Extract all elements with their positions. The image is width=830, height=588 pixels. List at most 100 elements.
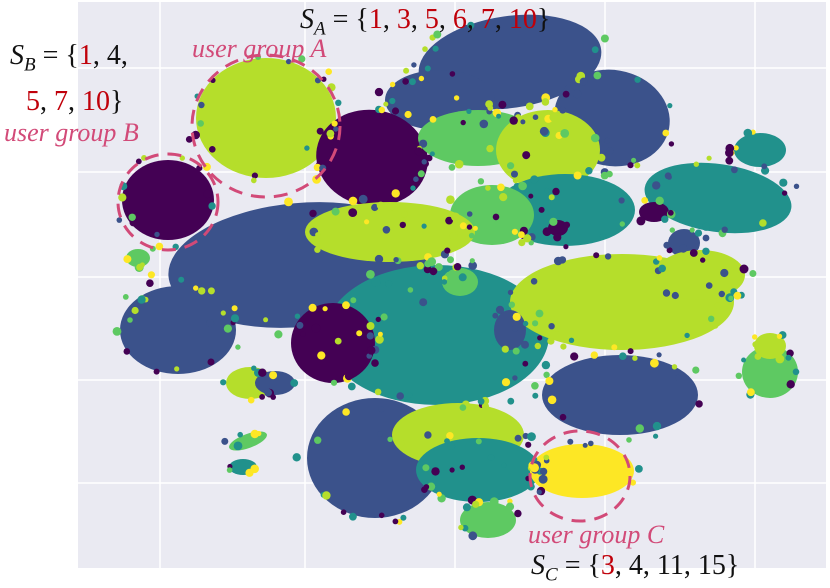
scatter-point — [325, 68, 333, 75]
scatter-point — [521, 340, 529, 349]
scatter-point — [453, 263, 462, 271]
scatter-point — [300, 331, 306, 337]
scatter-point — [700, 257, 706, 263]
scatter-point — [294, 313, 301, 319]
scatter-point — [522, 320, 529, 327]
scatter-point — [572, 89, 582, 99]
scatter-point — [582, 442, 588, 448]
scatter-point — [735, 372, 742, 379]
scatter-point — [619, 352, 627, 361]
point-cluster — [305, 202, 475, 262]
scatter-point — [785, 354, 792, 361]
scatter-point — [541, 98, 550, 106]
scatter-point — [634, 76, 641, 83]
scatter-point — [174, 366, 180, 372]
point-cluster — [460, 502, 516, 538]
scatter-point — [671, 291, 679, 300]
scatter-point — [123, 255, 132, 264]
scatter-point — [407, 287, 414, 293]
scatter-point — [466, 211, 473, 217]
scatter-point — [429, 116, 437, 123]
scatter-point — [269, 371, 278, 380]
scatter-point — [559, 106, 567, 114]
scatter-point — [116, 217, 123, 223]
scatter-point — [417, 170, 425, 178]
scatter-point — [532, 114, 539, 120]
scatter-point — [233, 441, 243, 451]
scatter-point — [451, 212, 460, 222]
set-member: 10 — [508, 4, 537, 35]
scatter-point — [235, 344, 241, 350]
scatter-point — [702, 222, 711, 231]
set-comma: , — [642, 550, 657, 581]
scatter-point — [348, 208, 358, 218]
scatter-point — [422, 81, 431, 90]
scatter-point — [652, 181, 661, 190]
scatter-point — [781, 190, 788, 196]
scatter-point — [421, 159, 427, 165]
scatter-point — [537, 335, 543, 341]
scatter-point — [530, 278, 538, 285]
scatter-point — [444, 438, 450, 444]
set-comma: , — [614, 550, 629, 581]
scatter-point — [747, 388, 755, 397]
scatter-point — [403, 67, 410, 74]
scatter-point — [544, 187, 550, 194]
scatter-point — [531, 382, 539, 390]
scatter-point — [553, 233, 562, 242]
scatter-point — [453, 95, 460, 101]
scatter-point — [449, 71, 456, 77]
scatter-point — [458, 524, 464, 531]
scatter-point — [779, 178, 788, 187]
scatter-point — [512, 375, 518, 381]
scatter-point — [136, 263, 144, 271]
scatter-point — [518, 231, 525, 239]
set-member: 4 — [628, 550, 643, 581]
scatter-point — [223, 324, 232, 333]
scatter-point — [485, 185, 491, 191]
set-subscript: B — [24, 54, 36, 76]
scatter-point — [487, 105, 494, 111]
scatter-point — [348, 196, 358, 206]
scatter-point — [606, 170, 613, 178]
scatter-point — [356, 330, 363, 337]
scatter-point — [422, 46, 428, 52]
scatter-point — [543, 454, 550, 461]
scatter-point — [689, 249, 698, 257]
scatter-point — [741, 357, 747, 363]
scatter-point — [309, 209, 317, 218]
scatter-point — [512, 177, 519, 184]
scatter-point — [619, 221, 625, 227]
scatter-point — [718, 290, 725, 298]
set-equals: = { — [557, 550, 601, 581]
scatter-point — [313, 163, 322, 172]
point-cluster — [126, 249, 150, 267]
scatter-point — [147, 271, 155, 279]
set-comma: , — [494, 4, 509, 35]
scatter-point — [406, 392, 413, 398]
scatter-point — [298, 55, 306, 63]
point-cluster — [655, 250, 745, 300]
scatter-point — [424, 260, 432, 268]
scatter-point — [507, 162, 515, 170]
scatter-point — [663, 241, 671, 249]
scatter-point — [714, 302, 722, 309]
scatter-point — [792, 368, 800, 376]
scatter-point — [522, 360, 529, 367]
scatter-point — [274, 330, 283, 339]
scatter-point — [404, 110, 412, 119]
scatter-point — [146, 279, 154, 288]
set-close: } — [110, 86, 124, 117]
scatter-point — [251, 365, 257, 371]
scatter-point — [335, 99, 342, 107]
point-cluster — [255, 371, 295, 395]
scatter-point — [411, 62, 417, 68]
scatter-point — [725, 143, 735, 153]
scatter-point — [270, 394, 277, 400]
scatter-point — [454, 159, 464, 169]
scatter-point — [705, 282, 713, 289]
scatter-point — [487, 454, 495, 461]
scatter-point — [392, 518, 399, 525]
user-group-a-label: user group A — [192, 34, 327, 63]
scatter-point — [429, 267, 438, 276]
